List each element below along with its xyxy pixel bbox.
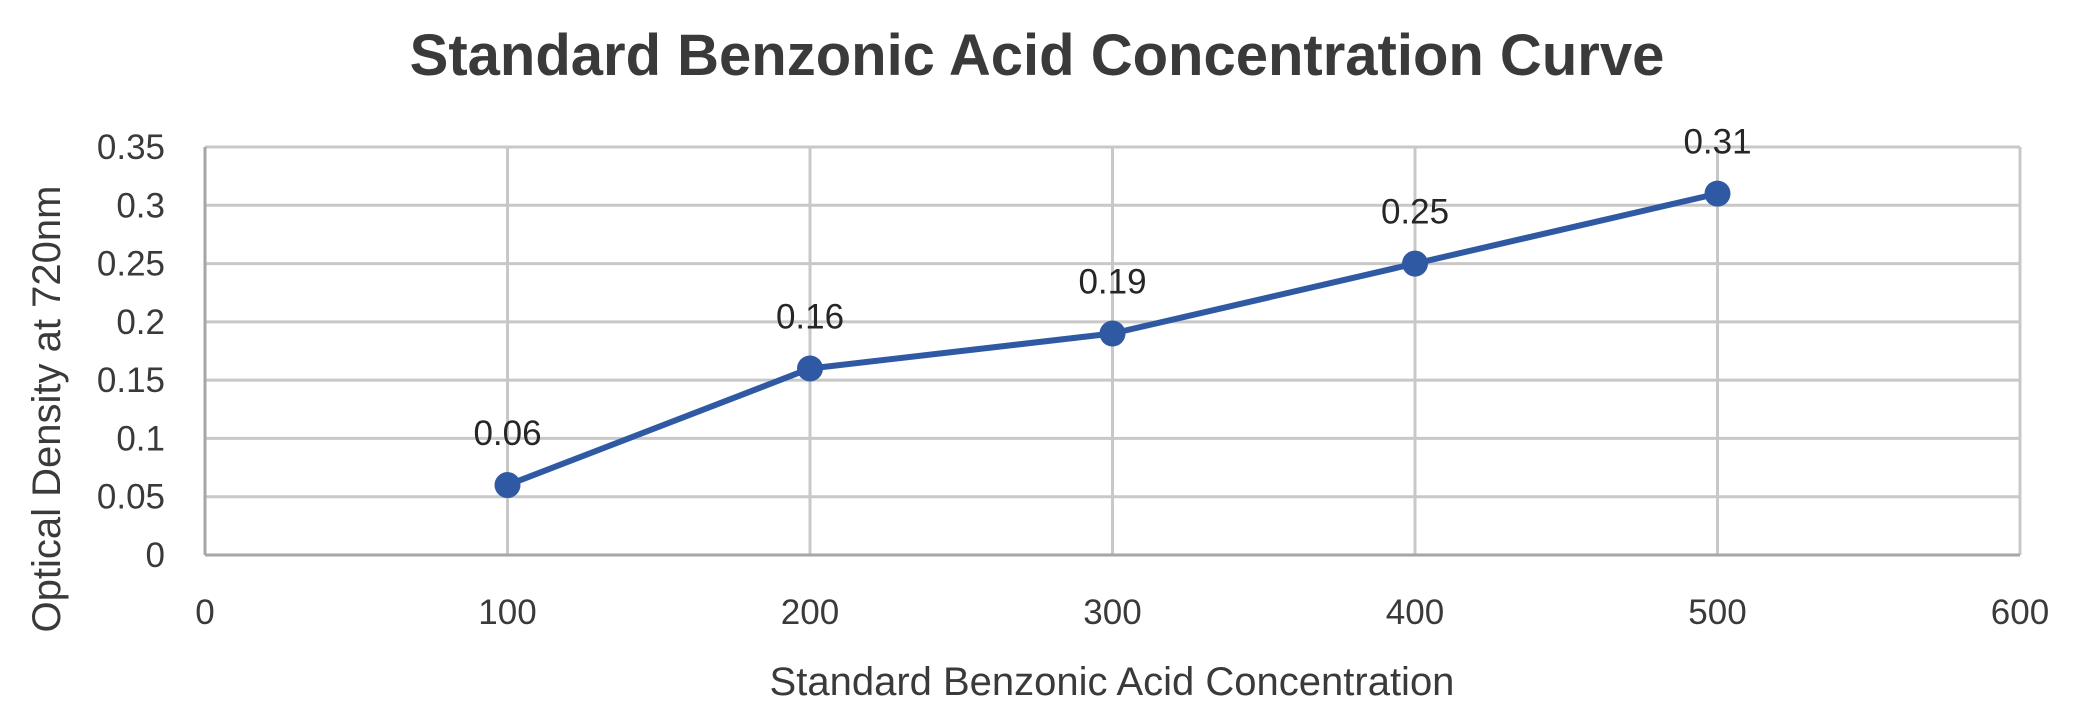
x-tick-label: 100 bbox=[478, 593, 536, 632]
y-tick-label: 0 bbox=[146, 536, 165, 575]
data-label: 0.16 bbox=[776, 297, 844, 336]
data-point bbox=[1402, 250, 1428, 277]
data-point bbox=[797, 355, 823, 382]
y-axis-tick-labels: 0 0.05 0.1 0.15 0.2 0.25 0.3 0.35 bbox=[97, 128, 165, 575]
axes bbox=[203, 147, 2020, 557]
data-series bbox=[494, 180, 1731, 499]
y-tick-label: 0.1 bbox=[116, 419, 165, 458]
x-tick-label: 400 bbox=[1386, 593, 1444, 632]
data-label: 0.06 bbox=[473, 414, 541, 453]
data-label: 0.19 bbox=[1078, 263, 1146, 302]
data-label: 0.31 bbox=[1683, 123, 1751, 162]
x-axis-tick-labels: 0 100 200 300 400 500 600 bbox=[195, 593, 2049, 632]
x-tick-label: 200 bbox=[781, 593, 839, 632]
data-point bbox=[494, 472, 521, 499]
data-point bbox=[1099, 320, 1126, 347]
gridlines bbox=[205, 145, 2022, 555]
y-tick-label: 0.35 bbox=[97, 128, 165, 167]
x-tick-label: 300 bbox=[1083, 593, 1141, 632]
x-tick-label: 500 bbox=[1688, 593, 1746, 632]
y-tick-label: 0.05 bbox=[97, 478, 165, 517]
data-labels: 0.06 0.16 0.19 0.25 0.31 bbox=[473, 123, 1751, 453]
y-tick-label: 0.3 bbox=[116, 186, 165, 225]
y-tick-label: 0.25 bbox=[97, 245, 165, 284]
x-tick-label: 600 bbox=[1991, 593, 2049, 632]
data-label: 0.25 bbox=[1381, 193, 1449, 232]
chart-title: Standard Benzonic Acid Concentration Cur… bbox=[410, 23, 1665, 88]
x-tick-label: 0 bbox=[195, 593, 214, 632]
y-axis-label: Optical Density at 720nm bbox=[25, 186, 69, 633]
y-tick-label: 0.15 bbox=[97, 361, 165, 400]
data-point bbox=[1704, 180, 1731, 207]
y-tick-label: 0.2 bbox=[116, 303, 165, 342]
x-axis-label: Standard Benzonic Acid Concentration bbox=[770, 660, 1455, 704]
